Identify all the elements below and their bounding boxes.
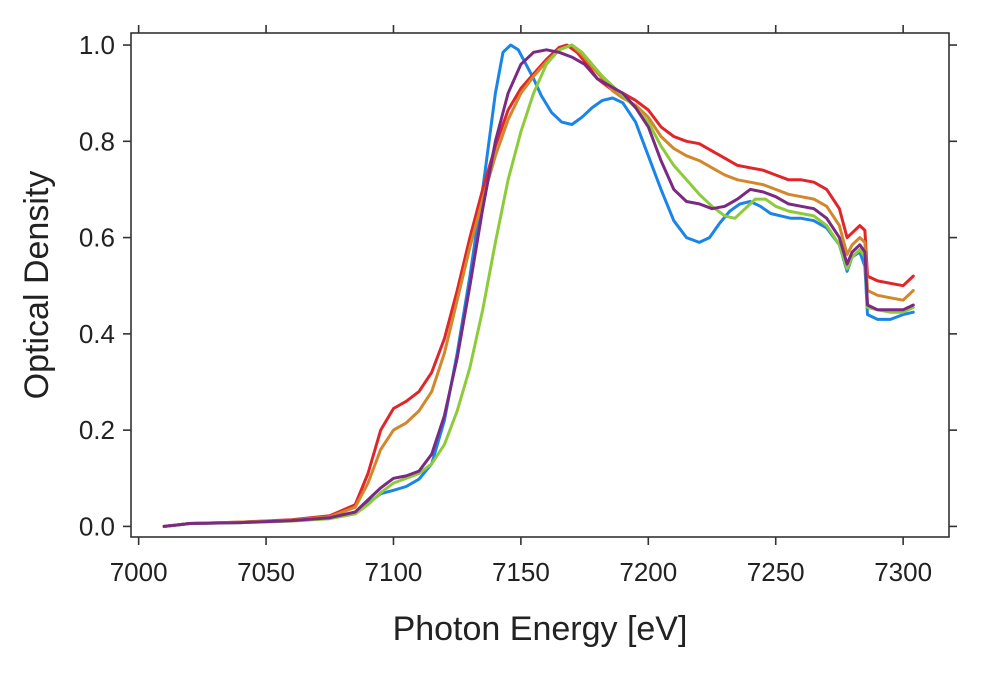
y-axis-title: Optical Density [18,171,56,400]
axis-ticks [123,25,957,545]
x-tick-label-7000: 7000 [110,557,168,587]
y-tick-label-1: 0.2 [79,415,115,445]
x-axis-title: Photon Energy [eV] [393,610,688,648]
x-tick-label-7200: 7200 [619,557,677,587]
series-line-purple [162,48,915,528]
x-tick-label-7150: 7150 [492,557,550,587]
series-line-orange [162,43,915,528]
x-tick-label-7250: 7250 [747,557,805,587]
y-tick-label-0: 0.0 [79,511,115,541]
tick-labels: 7000 7050 7100 7150 7200 7250 7300 0.0 0.2 0.4 0.6… [79,30,932,587]
series-line-green [162,43,915,528]
series-lines [162,43,915,528]
x-tick-label-7100: 7100 [365,557,423,587]
y-tick-label-3: 0.6 [79,223,115,253]
plot-frame [130,32,950,538]
y-tick-label-4: 0.8 [79,126,115,156]
series-line-red [162,43,915,528]
series-line-blue [162,43,915,528]
y-tick-label-2: 0.4 [79,319,115,349]
x-tick-label-7300: 7300 [874,557,932,587]
y-tick-label-5: 1.0 [79,30,115,60]
x-tick-label-7050: 7050 [237,557,295,587]
